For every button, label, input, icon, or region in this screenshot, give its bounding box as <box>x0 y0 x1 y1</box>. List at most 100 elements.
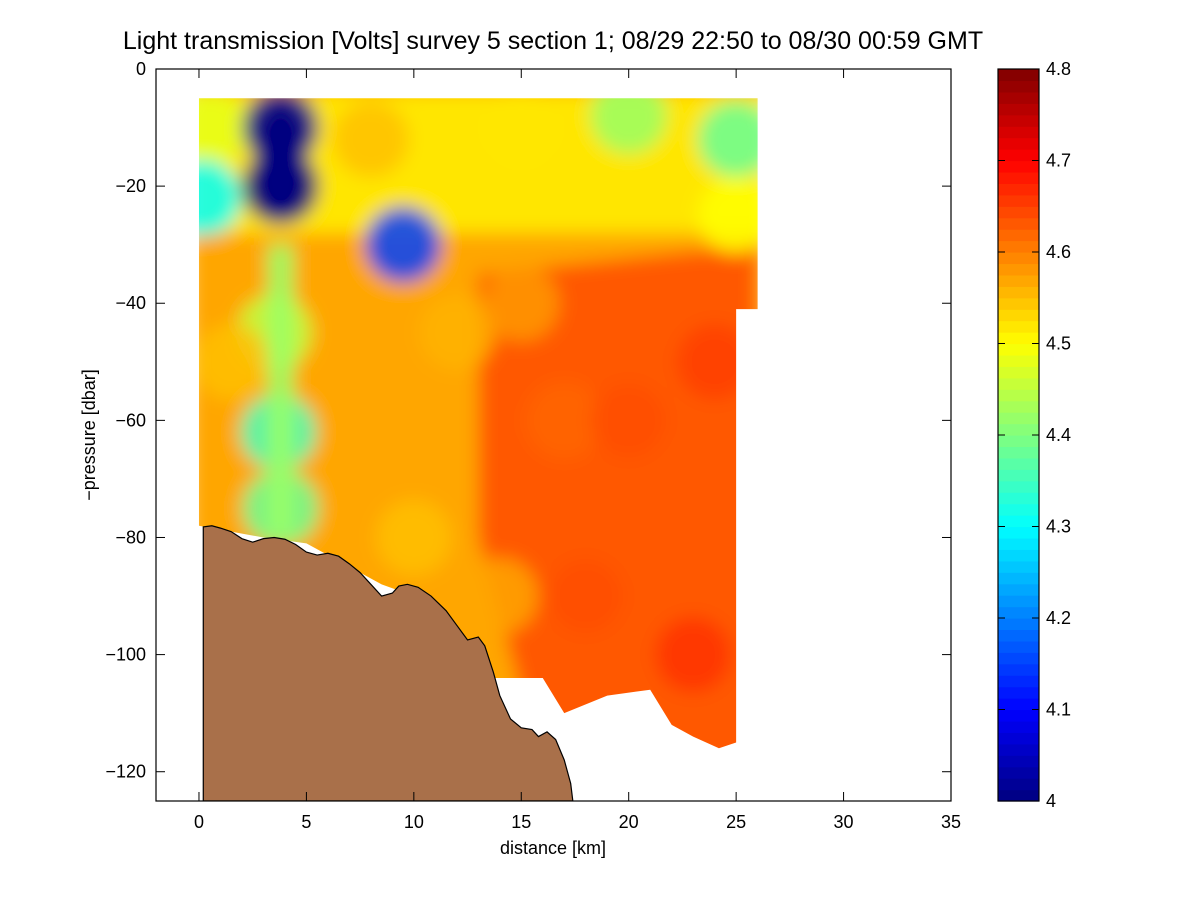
colorbar: 4 4.1 4.2 4.3 4.4 4.5 4.6 4.7 4.8 <box>997 59 1071 811</box>
x-tick-label: 35 <box>941 812 961 832</box>
colorbar-band <box>998 560 1039 573</box>
colorbar-band <box>998 618 1039 631</box>
y-axis: 0 −20 −40 −60 −80 −100 −120 <box>105 59 951 782</box>
colorbar-band <box>998 583 1039 596</box>
x-tick-label: 25 <box>726 812 746 832</box>
colorbar-band <box>998 503 1039 516</box>
colorbar-band <box>998 194 1039 207</box>
heatmap-sample-5 <box>332 101 409 178</box>
colorbar-band <box>998 286 1039 299</box>
y-tick-label: −120 <box>105 762 146 782</box>
colorbar-band <box>998 480 1039 493</box>
colorbar-tick-label: 4.2 <box>1046 608 1071 628</box>
colorbar-band <box>998 526 1039 539</box>
colorbar-band <box>998 126 1039 139</box>
plot-area: 0 5 10 15 20 25 30 35 0 −20 −40 −60 −80 −100 −120 <box>105 59 961 832</box>
plot-frame <box>155 68 952 802</box>
colorbar-band <box>998 206 1039 219</box>
colorbar-band <box>998 709 1039 722</box>
colorbar-band <box>998 114 1039 127</box>
colorbar-band <box>998 789 1039 802</box>
colorbar-band <box>998 240 1039 253</box>
colorbar-band <box>998 377 1039 390</box>
colorbar-tick-label: 4.6 <box>1046 242 1071 262</box>
colorbar-band <box>998 252 1039 265</box>
heatmap-sample-9 <box>698 177 758 254</box>
colorbar-band <box>998 91 1039 104</box>
y-tick-label: −20 <box>115 176 146 196</box>
colorbar-band <box>998 274 1039 287</box>
x-tick-label: 30 <box>834 812 854 832</box>
colorbar-band <box>998 171 1039 184</box>
colorbar-band <box>998 137 1039 150</box>
heatmap-sample-3 <box>198 159 242 236</box>
colorbar-band <box>998 686 1039 699</box>
colorbar-tick-label: 4.5 <box>1046 334 1071 354</box>
colorbar-band <box>998 320 1039 333</box>
colorbar-band <box>998 183 1039 196</box>
colorbar-band <box>998 217 1039 230</box>
colorbar-band <box>998 160 1039 173</box>
colorbar-band <box>998 412 1039 425</box>
y-tick-label: −60 <box>115 410 146 430</box>
colorbar-band <box>998 778 1039 791</box>
colorbar-band <box>998 446 1039 459</box>
colorbar-band <box>998 103 1039 116</box>
colorbar-band <box>998 629 1039 642</box>
colorbar-band <box>998 354 1039 367</box>
colorbar-band <box>998 343 1039 356</box>
seafloor-bathymetry <box>202 525 574 801</box>
heatmap-sample-22 <box>375 499 452 576</box>
heatmap-sample-19 <box>676 323 753 400</box>
heatmap-sample-15 <box>418 294 495 371</box>
colorbar-band <box>998 515 1039 528</box>
heatmap-sample-4 <box>365 206 442 283</box>
colorbar-band <box>998 435 1039 448</box>
heatmap-sample-14 <box>332 323 409 400</box>
x-tick-label: 15 <box>511 812 531 832</box>
x-axis: 0 5 10 15 20 25 30 35 <box>194 69 961 832</box>
heatmap-sample-8 <box>698 101 758 178</box>
colorbar-tick-label: 4.4 <box>1046 425 1071 445</box>
colorbar-band <box>998 732 1039 745</box>
heatmap-sample-21 <box>655 616 732 693</box>
x-tick-label: 0 <box>194 812 204 832</box>
colorbar-band <box>998 720 1039 733</box>
y-tick-label: 0 <box>136 59 146 79</box>
heatmap-sample-16 <box>483 265 560 342</box>
x-tick-label: 20 <box>619 812 639 832</box>
colorbar-band <box>998 606 1039 619</box>
heatmap-sample-0 <box>198 98 248 166</box>
x-axis-label: distance [km] <box>500 838 606 858</box>
colorbar-band <box>998 389 1039 402</box>
colorbar-tick-label: 4.1 <box>1046 700 1071 720</box>
colorbar-band <box>998 457 1039 470</box>
heatmap-sample-17 <box>526 382 603 459</box>
colorbar-band <box>998 149 1039 162</box>
colorbar-band <box>998 69 1039 82</box>
colorbar-band <box>998 537 1039 550</box>
colorbar-band <box>998 400 1039 413</box>
colorbar-band <box>998 297 1039 310</box>
colorbar-band <box>998 640 1039 653</box>
y-axis-label: −pressure [dbar] <box>79 369 99 501</box>
heatmap-sample-6 <box>483 98 560 166</box>
heatmap-sample-7 <box>590 98 667 154</box>
heatmap-field <box>198 98 758 749</box>
colorbar-band <box>998 366 1039 379</box>
chart-title: Light transmission [Volts] survey 5 sect… <box>123 27 983 55</box>
y-tick-label: −40 <box>115 293 146 313</box>
colorbar-band <box>998 675 1039 688</box>
colorbar-band <box>998 549 1039 562</box>
heatmap-sample-13 <box>198 323 270 400</box>
colorbar-band <box>998 80 1039 93</box>
heatmap-sample-20 <box>547 558 624 635</box>
colorbar-band <box>998 755 1039 768</box>
colorbar-tick-label: 4.3 <box>1046 517 1071 537</box>
colorbar-band <box>998 332 1039 345</box>
colorbar-tick-label: 4.7 <box>1046 151 1071 171</box>
heatmap-sample-18 <box>590 382 667 459</box>
colorbar-band <box>998 309 1039 322</box>
colorbar-band <box>998 469 1039 482</box>
colorbar-band <box>998 698 1039 711</box>
